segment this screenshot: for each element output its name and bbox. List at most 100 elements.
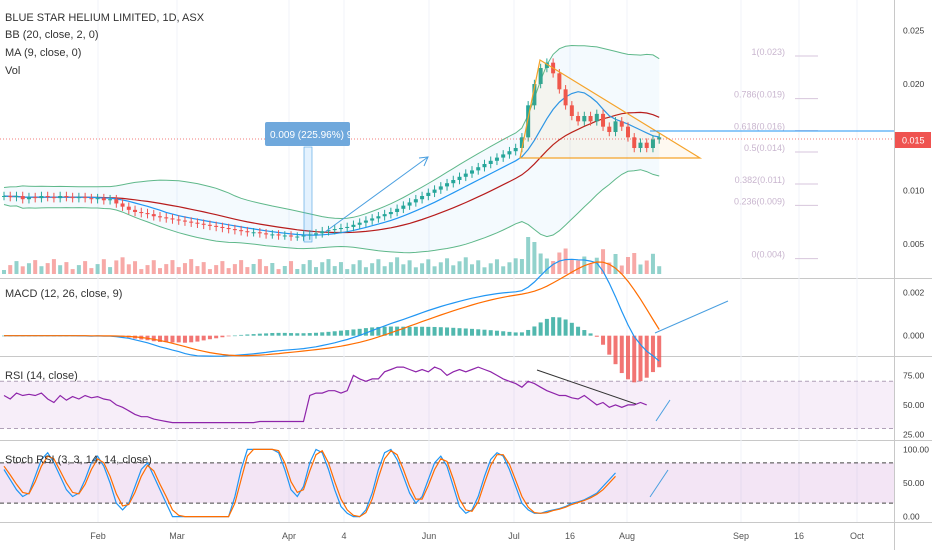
volume-bar	[463, 257, 468, 274]
time-tick-label: 4	[341, 531, 346, 541]
volume-bar	[363, 267, 368, 274]
macd-histogram-bar	[345, 330, 350, 336]
candle-body	[438, 186, 443, 190]
candle-body	[239, 230, 244, 232]
volume-bar	[170, 260, 175, 274]
volume-bar	[563, 248, 568, 274]
volume-bar	[95, 264, 100, 274]
macd-histogram-bar	[551, 317, 556, 336]
macd-histogram-bar	[501, 331, 506, 336]
time-tick-label: Aug	[619, 531, 635, 541]
macd-histogram-bar	[482, 329, 487, 336]
candle-body	[64, 196, 69, 198]
rsi-line	[3, 366, 647, 424]
stoch-tick-label: 0.00	[903, 512, 920, 522]
macd-histogram-bar	[401, 326, 406, 336]
candle-body	[201, 223, 206, 225]
stoch-band	[0, 462, 894, 504]
volume-bar	[2, 270, 6, 274]
candle-body	[513, 148, 518, 152]
candle-body	[463, 173, 468, 177]
volume-bar	[70, 269, 75, 274]
candle-body	[295, 236, 300, 238]
volume-bar	[526, 237, 531, 274]
volume-bar	[644, 260, 649, 274]
volume-bar	[513, 258, 518, 274]
candle-body	[289, 235, 294, 237]
candle-body	[638, 142, 643, 148]
volume-bar	[470, 264, 474, 274]
volume-bar	[494, 259, 499, 274]
volume-bar	[632, 253, 637, 274]
candle-body	[382, 214, 387, 217]
volume-bar	[507, 262, 512, 274]
candle-body	[488, 160, 493, 164]
triangle-pattern	[519, 59, 703, 159]
volume-bar	[295, 269, 300, 274]
volume-bar	[357, 260, 362, 274]
candle-body	[95, 198, 100, 200]
volume-bar	[401, 264, 406, 274]
candle-body	[145, 213, 150, 215]
volume-bar	[195, 266, 200, 274]
candle-body	[557, 73, 562, 90]
macd-histogram-bar	[569, 322, 574, 336]
macd-histogram-bar	[613, 335, 618, 365]
volume-bar	[76, 265, 81, 274]
candle-body	[607, 126, 612, 132]
volume-bar	[519, 259, 524, 274]
candle-body	[457, 176, 462, 180]
volume-bar	[569, 260, 574, 274]
chart-title: BLUE STAR HELIUM LIMITED, 1D, ASX	[5, 12, 205, 24]
macd-histogram-bar	[232, 335, 237, 337]
candle-body	[657, 137, 662, 140]
macd-histogram-bar	[451, 327, 456, 336]
macd-histogram-bar	[607, 335, 612, 355]
macd-histogram-bar	[601, 335, 606, 345]
volume-bar	[314, 267, 318, 274]
volume-bar	[83, 261, 88, 274]
volume-bar	[376, 259, 381, 274]
candle-body	[108, 199, 113, 201]
macd-histogram-bar	[295, 333, 300, 336]
candle-body	[226, 228, 231, 230]
macd-histogram-bar	[307, 333, 312, 336]
rsi-band-layer	[0, 380, 894, 430]
candle-body	[220, 226, 225, 228]
ma-line	[3, 91, 660, 236]
volume-bar	[145, 265, 150, 274]
candle-body	[594, 113, 599, 122]
volume-bar	[307, 260, 312, 274]
stoch-d-line	[3, 448, 616, 518]
last-price-label: 0.015	[902, 136, 925, 146]
candle-body	[307, 234, 312, 236]
candle-body	[538, 68, 543, 84]
volume-bar	[544, 258, 549, 274]
volume-bar	[650, 253, 655, 274]
volume-bar	[626, 257, 630, 274]
volume-bar	[426, 259, 431, 274]
measure-label: 0.009 (225.96%) 9	[270, 130, 353, 141]
volume-bar	[133, 261, 138, 274]
candle-body	[351, 224, 356, 227]
volume-bar	[282, 266, 287, 274]
macd-histogram-bar	[301, 333, 306, 336]
volume-bar	[538, 253, 543, 274]
macd-histogram-bar	[195, 335, 200, 342]
macd-histogram-bar	[657, 335, 662, 368]
volume-bar	[476, 260, 481, 274]
macd-histogram-bar	[245, 334, 250, 336]
macd-histogram-bar	[376, 326, 381, 336]
volume-bar	[176, 267, 181, 274]
candle-body	[644, 142, 649, 148]
macd-histogram-bar	[220, 335, 225, 338]
candle-body	[39, 196, 44, 199]
volume-bar	[557, 252, 562, 274]
volume-bar	[114, 260, 119, 274]
candle-body	[120, 203, 125, 207]
candle-body	[176, 219, 181, 221]
time-tick-label: Feb	[90, 531, 106, 541]
measure-label-box	[265, 122, 350, 146]
macd-histogram-bar	[289, 333, 294, 336]
price-tick-label: 0.010	[903, 186, 925, 196]
